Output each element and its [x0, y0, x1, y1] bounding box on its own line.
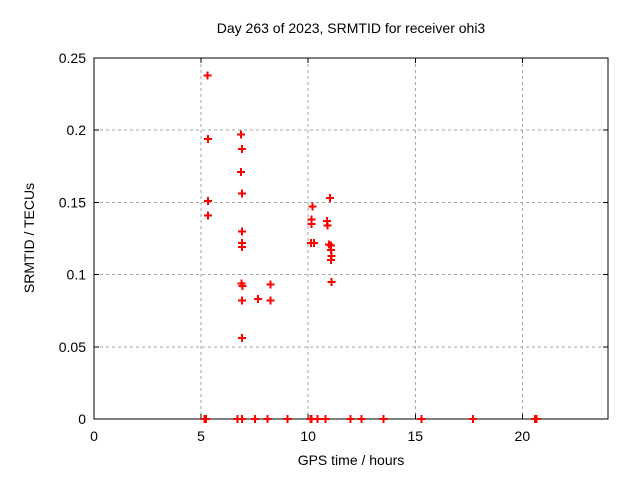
data-point-marker	[237, 296, 246, 305]
data-point-marker	[323, 221, 332, 230]
data-point-marker	[254, 295, 263, 304]
x-tick-label: 5	[197, 428, 205, 444]
plot-border	[93, 57, 609, 420]
data-point-marker	[203, 196, 212, 205]
data-point-marker	[201, 415, 210, 423]
data-point-marker	[379, 415, 388, 423]
data-point-marker	[307, 220, 316, 229]
data-point-marker	[321, 415, 330, 423]
data-point-marker	[237, 144, 246, 153]
data-point-marker	[266, 296, 275, 305]
data-point-marker	[236, 168, 245, 177]
data-point-marker	[313, 415, 322, 423]
y-tick-label: 0.25	[59, 50, 86, 66]
data-point-marker	[237, 227, 246, 236]
data-point-marker	[346, 415, 355, 423]
x-axis-label: GPS time / hours	[297, 452, 405, 468]
data-point-marker	[532, 415, 541, 423]
data-point-marker	[326, 194, 335, 203]
y-tick-label: 0.05	[59, 339, 86, 355]
data-point-marker	[238, 282, 247, 291]
y-tick-label: 0	[78, 411, 86, 427]
x-tick-label: 10	[300, 428, 316, 444]
data-point-marker	[357, 415, 366, 423]
chart-title: Day 263 of 2023, SRMTID for receiver ohi…	[216, 20, 486, 36]
y-tick-label: 0.1	[67, 267, 87, 283]
data-point-marker	[237, 189, 246, 198]
x-tick-label: 15	[407, 428, 423, 444]
data-point-marker	[251, 415, 260, 423]
data-point-marker	[203, 211, 212, 220]
data-point-marker	[308, 202, 317, 211]
data-point-marker	[417, 415, 426, 423]
data-point-marker	[327, 277, 336, 286]
y-axis-label: SRMTID / TECUs	[21, 182, 37, 294]
data-point-marker	[237, 334, 246, 343]
data-point-marker	[237, 415, 246, 423]
data-point-marker	[204, 134, 213, 143]
data-point-marker	[469, 415, 478, 423]
y-tick-label: 0.2	[67, 122, 87, 138]
x-tick-label: 20	[515, 428, 531, 444]
data-point-marker	[327, 256, 336, 265]
data-point-marker	[237, 243, 246, 252]
data-point-marker	[236, 130, 245, 139]
data-point-marker	[310, 238, 319, 247]
y-tick-label: 0.15	[59, 194, 86, 210]
data-point-marker	[266, 280, 275, 289]
x-tick-label: 0	[90, 428, 98, 444]
data-point-marker	[283, 415, 292, 423]
data-point-marker	[263, 415, 272, 423]
data-point-marker	[203, 71, 212, 80]
